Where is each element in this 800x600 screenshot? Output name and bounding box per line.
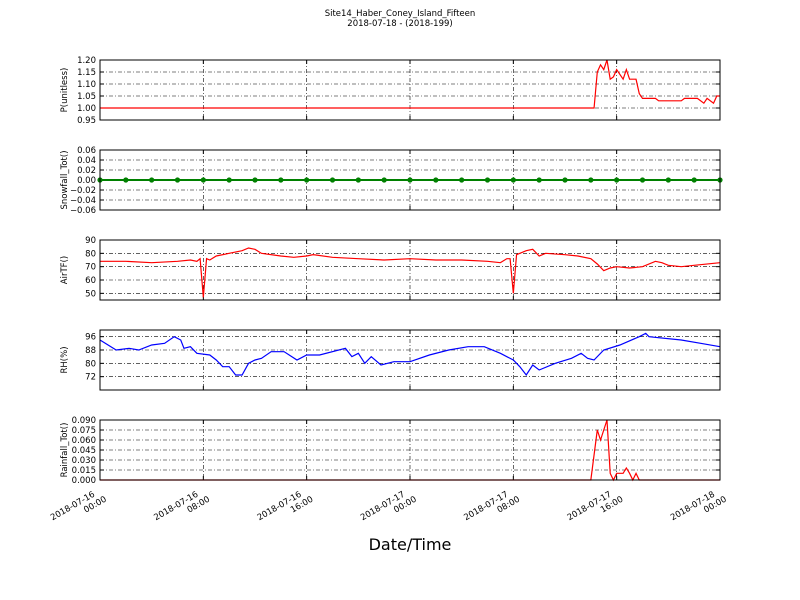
y-tick-label: 1.05 [77,92,96,102]
y-tick-label: −0.06 [70,206,96,216]
data-marker [252,177,258,183]
y-tick-label: 1.10 [77,80,96,90]
data-marker [381,177,387,183]
data-marker [510,177,516,183]
data-marker [536,177,542,183]
data-marker [304,177,310,183]
y-axis-label: RH(%) [60,346,70,373]
chart-subtitle: 2018-07-18 - (2018-199) [347,19,452,29]
data-marker [433,177,439,183]
axes-frame [99,59,721,121]
y-tick-label: 96 [85,333,96,343]
data-marker [355,177,361,183]
data-marker [665,177,671,183]
y-tick-label: 90 [85,236,96,246]
data-marker [484,177,491,183]
data-marker [123,177,129,183]
y-tick-label: 60 [85,276,96,286]
axes-frame [99,329,721,391]
y-tick-label: 1.20 [77,56,96,66]
data-marker [459,177,465,183]
y-tick-label: 0.015 [72,466,96,476]
data-marker [407,177,413,183]
chart-title: Site14_Haber_Coney_Island_Fifteen [325,9,476,19]
data-line [100,419,720,482]
y-tick-label: 0.00 [77,176,96,186]
y-axis-label: P(unitless) [60,68,70,113]
y-tick-label: 70 [85,263,96,273]
y-axis-label: Snowfall_Tot() [60,150,70,209]
axes-frame [99,149,721,211]
y-tick-label: 0.075 [72,426,96,436]
y-tick-label: 88 [85,346,96,356]
y-tick-label: 0.04 [77,156,96,166]
data-line [99,332,721,377]
y-tick-label: 72 [85,373,96,383]
y-tick-label: −0.04 [70,196,96,206]
y-tick-label: 0.06 [77,146,96,156]
x-axis-label: Date/Time [369,535,452,554]
data-marker [174,177,181,183]
y-axis-label: AirTF() [60,256,70,284]
y-tick-label: 50 [85,289,96,299]
data-line [100,59,720,109]
y-tick-label: 80 [85,249,96,259]
data-marker [149,177,155,183]
y-axis-label: Rainfall_Tot() [60,423,70,478]
y-tick-label: 1.15 [77,68,96,78]
data-line [100,247,721,298]
y-tick-label: −0.02 [70,186,96,196]
data-marker [329,177,336,183]
y-tick-label: 1.00 [77,104,96,114]
y-tick-label: 0.030 [72,456,96,466]
data-marker [639,177,646,183]
axes-frame [99,419,721,481]
y-tick-label: 0.045 [72,446,96,456]
y-tick-label: 0.060 [72,436,96,446]
data-marker [691,177,697,183]
data-marker [278,177,284,183]
y-tick-label: 0.95 [77,116,96,126]
y-tick-label: 0.000 [72,476,96,486]
data-marker [614,177,620,183]
data-marker [588,177,594,183]
y-tick-label: 0.02 [77,166,96,176]
data-marker [562,177,568,183]
y-tick-label: 0.090 [72,416,96,426]
data-marker [200,177,206,183]
y-tick-label: 80 [85,359,96,369]
axes-frame [99,239,721,301]
data-marker [226,177,232,183]
